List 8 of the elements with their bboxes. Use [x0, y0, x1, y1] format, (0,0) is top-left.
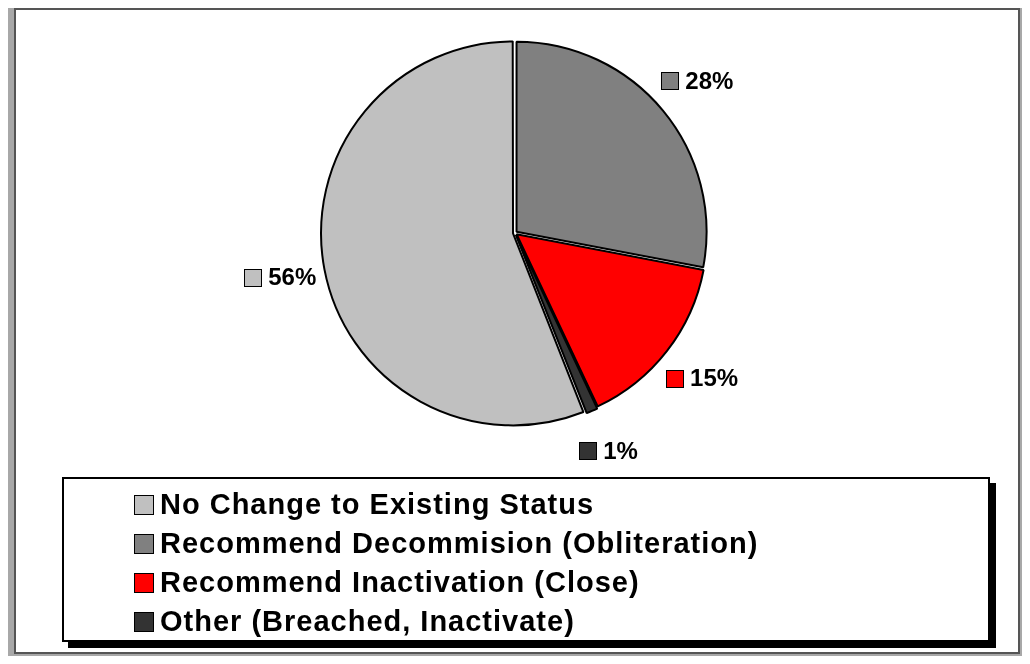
legend-label: Other (Breached, Inactivate): [160, 605, 575, 638]
data-label: 15%: [690, 364, 739, 392]
legend-label: No Change to Existing Status: [160, 488, 595, 521]
data-label: 28%: [685, 66, 734, 94]
legend-label: Recommend Decommision (Obliteration): [160, 527, 759, 560]
data-label: 56%: [268, 263, 317, 291]
legend-label: Recommend Inactivation (Close): [160, 566, 640, 599]
data-label: 1%: [603, 437, 638, 465]
